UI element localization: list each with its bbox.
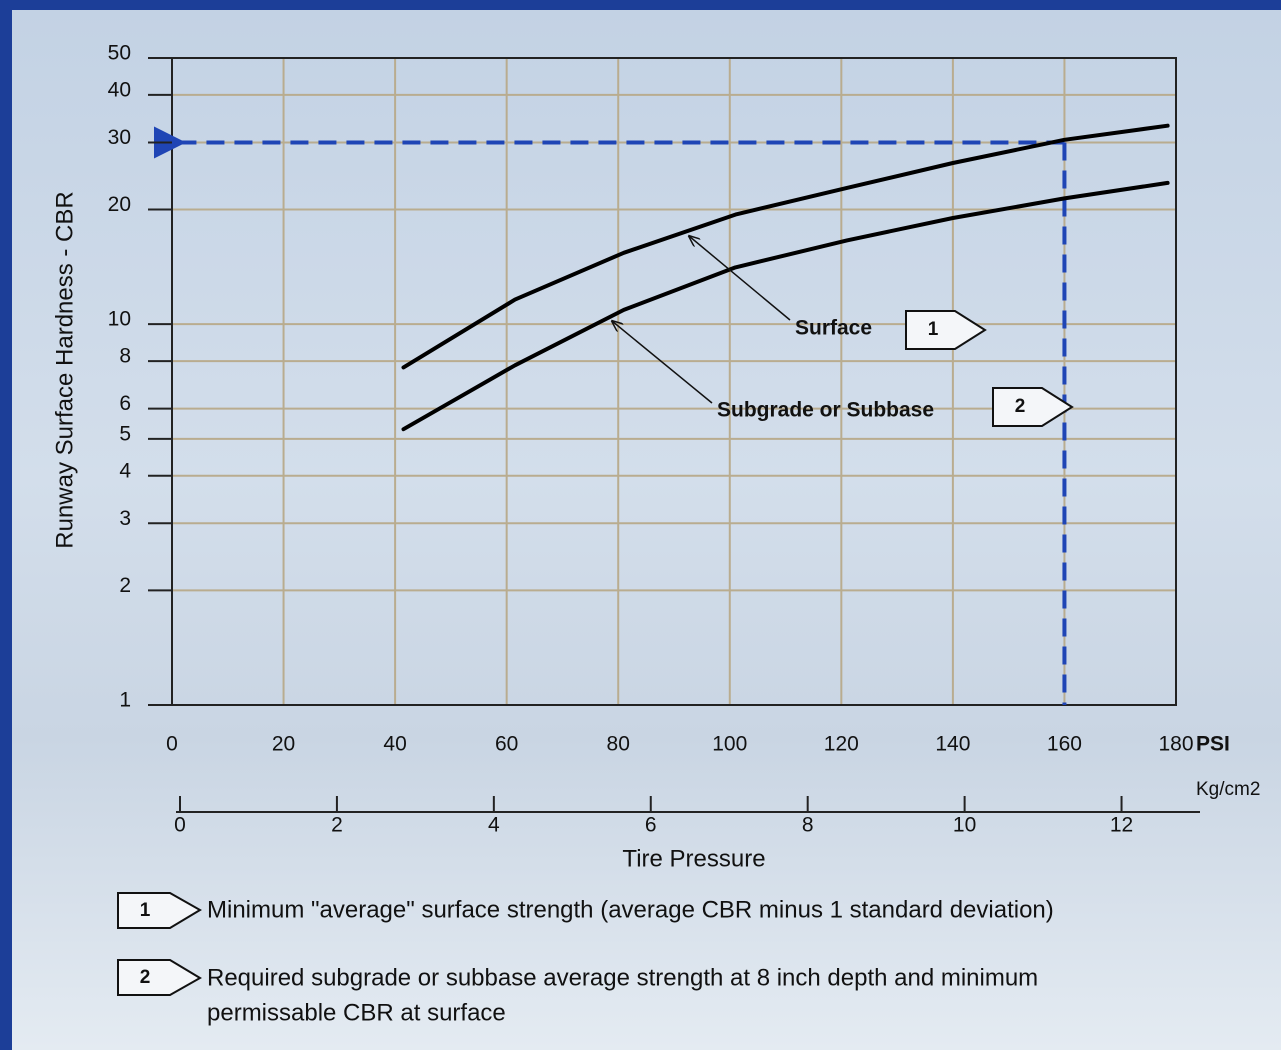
x-tick-label: 0	[166, 733, 178, 756]
note-text: Minimum "average" surface strength (aver…	[207, 896, 1054, 923]
flag	[993, 388, 1072, 426]
note-flag	[118, 893, 200, 928]
y-tick-label: 5	[119, 422, 131, 445]
x2-unit-label: Kg/cm2	[1196, 779, 1260, 800]
annotation-label: Subgrade or Subbase	[717, 399, 934, 422]
y-tick-label: 4	[119, 459, 131, 482]
note-text: permissable CBR at surface	[207, 999, 506, 1026]
curve	[404, 183, 1168, 429]
x-tick-label: 120	[824, 733, 859, 756]
annotation-label: Surface	[795, 317, 872, 340]
x2-tick-label: 10	[953, 814, 976, 837]
x2-tick-label: 6	[645, 814, 657, 837]
y-tick-label: 30	[108, 126, 131, 149]
y-tick-label: 8	[119, 345, 131, 368]
x-tick-label: 40	[383, 733, 406, 756]
x2-tick-label: 0	[174, 814, 186, 837]
y-tick-label: 20	[108, 193, 131, 216]
y-tick-label: 2	[119, 574, 131, 597]
y-tick-label: 10	[108, 308, 131, 331]
x-tick-label: 60	[495, 733, 518, 756]
note-flag	[118, 960, 200, 995]
x-tick-label: 100	[712, 733, 747, 756]
grid	[172, 58, 1176, 705]
flag-number: 2	[1015, 396, 1026, 417]
x-tick-label: 80	[607, 733, 630, 756]
y-tick-label: 1	[119, 689, 131, 712]
x2-tick-label: 4	[488, 814, 500, 837]
note-text: Required subgrade or subbase average str…	[207, 964, 1038, 991]
note-number: 1	[140, 900, 151, 921]
x-unit-label: PSI	[1196, 733, 1230, 756]
x2-tick-label: 2	[331, 814, 343, 837]
y-tick-label: 6	[119, 392, 131, 415]
x-tick-label: 160	[1047, 733, 1082, 756]
x2-tick-label: 12	[1110, 814, 1133, 837]
x-tick-label: 140	[935, 733, 970, 756]
y-tick-label: 40	[108, 78, 131, 101]
x-tick-label: 180	[1158, 733, 1193, 756]
y-tick-label: 50	[108, 42, 131, 65]
flag	[906, 311, 985, 349]
x-axis-title: Tire Pressure	[622, 845, 765, 872]
y-axis-title: Runway Surface Hardness - CBR	[51, 191, 78, 548]
curve	[404, 126, 1168, 368]
x2-tick-label: 8	[802, 814, 814, 837]
x-tick-label: 20	[272, 733, 295, 756]
flag-number: 1	[928, 319, 939, 340]
note-number: 2	[140, 967, 151, 988]
chart: Runway Surface Hardness - CBR PSI Kg/cm2…	[0, 0, 1281, 1050]
plot-frame	[172, 58, 1176, 705]
y-tick-label: 3	[119, 507, 131, 530]
